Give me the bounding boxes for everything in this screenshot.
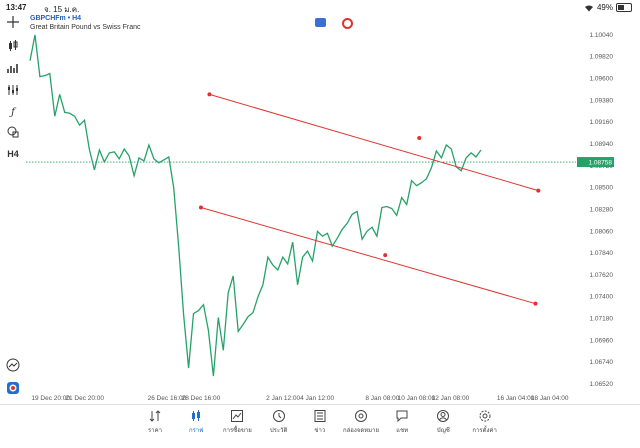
symbol-title[interactable]: GBPCHFm • H4 (30, 15, 82, 22)
status-time: 13:47 (6, 3, 27, 12)
chart-icon (192, 410, 201, 421)
trendline-lower[interactable] (200, 206, 536, 305)
price-tick-label: 1.06960 (590, 337, 614, 344)
status-right: 49% (584, 3, 632, 12)
chat-icon (396, 410, 408, 423)
price-tick-label: 1.09600 (590, 76, 614, 83)
current-price-marker: 1.08758 (26, 157, 614, 168)
price-tick-label: 1.06740 (590, 359, 614, 366)
price-series (29, 34, 482, 377)
nav-tab-label: การซื้อขาย (222, 428, 252, 434)
price-tick-label: 1.10040 (590, 32, 614, 39)
battery-icon (616, 3, 632, 12)
trendline-anchor[interactable] (533, 301, 538, 306)
time-tick-label: 12 Jan 08:00 (432, 395, 470, 402)
time-tick-label: 21 Dec 20:00 (65, 395, 104, 402)
price-line (29, 34, 482, 377)
price-tick-label: 1.09380 (590, 97, 614, 104)
time-tick-label: 28 Dec 16:00 (182, 395, 221, 402)
crosshair-icon[interactable] (5, 14, 21, 30)
nav-tab-5[interactable]: กล่องจดหมาย (342, 409, 380, 435)
history-icon (272, 410, 285, 422)
shapes-icon[interactable] (5, 124, 21, 140)
wifi-icon (584, 4, 593, 11)
nav-tab-8[interactable]: การตั้งค่า (466, 409, 504, 435)
time-tick-label: 10 Jan 08:00 (398, 395, 436, 402)
status-bar: 13:47 จ. 15 ม.ค. 49% (0, 0, 640, 14)
time-tick-label: 26 Dec 16:00 (148, 395, 187, 402)
price-tick-label: 1.08500 (590, 185, 614, 192)
account-icon (437, 410, 450, 422)
trendline-anchor[interactable] (198, 205, 203, 210)
trend-channel[interactable] (198, 92, 541, 306)
nav-tab-label: กราฟ (188, 428, 204, 434)
trade-icon (231, 410, 244, 422)
trendline-anchor[interactable] (207, 92, 212, 97)
current-price-label: 1.08758 (589, 160, 613, 167)
function-icon[interactable]: ƒ (11, 106, 15, 118)
nav-tab-label: กล่องจดหมาย (342, 428, 380, 434)
price-tick-label: 1.08940 (590, 141, 614, 148)
price-tick-label: 1.07620 (590, 272, 614, 279)
trade-signal-icon[interactable] (5, 357, 21, 373)
price-tick-label: 1.09820 (590, 54, 614, 61)
price-tick-label: 1.07180 (590, 316, 614, 323)
trendline-anchor[interactable] (383, 253, 388, 258)
price-tick-label: 1.06520 (590, 381, 614, 388)
one-click-trading-icon[interactable] (315, 18, 326, 27)
chart-top-icons (315, 18, 353, 29)
nav-tab-2[interactable]: การซื้อขาย (218, 409, 256, 435)
price-tick-label: 1.08280 (590, 206, 614, 213)
nav-tab-label: บัญชี (436, 428, 450, 434)
signal-icon[interactable] (342, 18, 353, 29)
price-chart[interactable]: 1.10040 1.09820 1.09600 1.09380 1.09160 1.089… (26, 14, 614, 404)
nav-tab-4[interactable]: ข่าว (301, 409, 339, 435)
indicators-icon[interactable] (5, 60, 21, 76)
time-tick-label: 2 Jan 12:00 (266, 395, 300, 402)
timeframe-button[interactable]: H4 (7, 149, 19, 159)
time-tick-label: 8 Jan 08:00 (365, 395, 399, 402)
nav-tab-label: ประวัติ (269, 428, 288, 434)
price-tick-label: 1.07840 (590, 250, 614, 257)
nav-tab-1[interactable]: กราฟ (177, 409, 215, 435)
price-tick-label: 1.07400 (590, 294, 614, 301)
nav-tab-7[interactable]: บัญชี (424, 409, 462, 435)
nav-tab-label: แชท (396, 428, 409, 434)
trendline-anchor[interactable] (536, 188, 541, 193)
trendline-upper[interactable] (209, 93, 539, 192)
nav-tab-label: การตั้งค่า (472, 428, 497, 434)
candlestick-icon[interactable] (5, 38, 21, 54)
time-tick-label: 4 Jan 12:00 (300, 395, 334, 402)
time-tick-label: 19 Dec 20:00 (31, 395, 70, 402)
nav-tab-label: ราคา (148, 428, 162, 434)
nav-tab-6[interactable]: แชท (383, 409, 421, 435)
nav-tab-0[interactable]: ราคา (136, 409, 174, 435)
current-price-tag (577, 157, 614, 168)
mailbox-icon (355, 410, 367, 422)
trendline-anchor[interactable] (417, 136, 422, 141)
nav-tab-label: ข่าว (314, 428, 326, 434)
nav-tab-3[interactable]: ประวัติ (260, 409, 298, 435)
battery-fill (618, 5, 624, 10)
time-tick-label: 18 Jan 04:00 (531, 395, 569, 402)
bottom-navigation: ราคา กราฟ การซื้อขาย ประวัติ ข่าว กล่องจดหมาย… (0, 404, 640, 448)
price-axis: 1.10040 1.09820 1.09600 1.09380 1.09160 1.089… (590, 32, 614, 388)
settings-icon (479, 410, 491, 422)
price-tick-label: 1.09160 (590, 119, 614, 126)
left-toolbar: ƒ H4 (0, 14, 26, 404)
battery-percent: 49% (596, 3, 613, 12)
news-icon (314, 410, 326, 422)
time-tick-label: 16 Jan 04:00 (497, 395, 535, 402)
app-logo-icon[interactable] (5, 380, 21, 396)
objects-icon[interactable] (5, 82, 21, 98)
quotes-icon (149, 410, 161, 422)
status-date: จ. 15 ม.ค. (44, 5, 80, 14)
symbol-description: Great Britain Pound vs Swiss Franc (30, 24, 141, 31)
price-tick-label: 1.08060 (590, 228, 614, 235)
